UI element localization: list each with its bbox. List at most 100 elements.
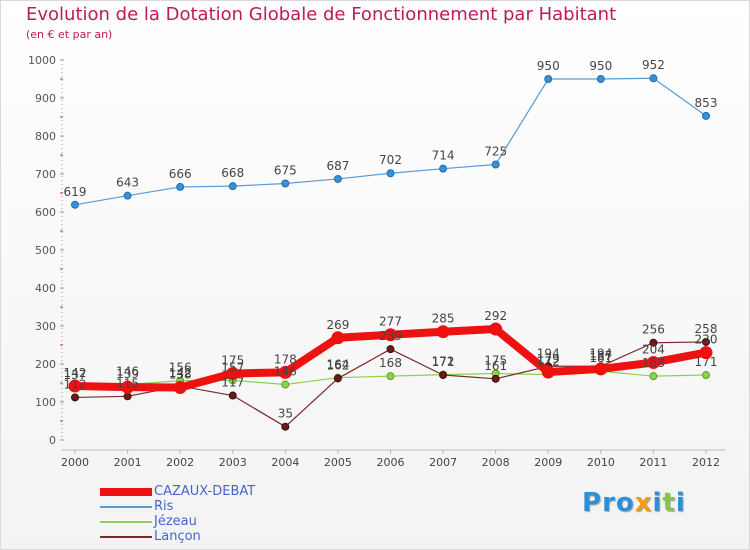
data-point-cazaux-debat (121, 380, 135, 394)
x-tick-label: 2004 (271, 456, 299, 469)
data-point-ris (176, 182, 185, 191)
data-point-lan-on (228, 391, 237, 400)
data-point-cazaux-debat (226, 367, 240, 380)
data-label-j-zeau: 168 (379, 356, 402, 370)
legend-label-cazaux-debat: CAZAUX-DEBAT (154, 484, 256, 499)
data-label-j-zeau: 168 (642, 356, 665, 370)
y-tick-label: 0 (49, 434, 56, 447)
data-label-ris: 853 (695, 96, 718, 110)
data-point-cazaux-debat (699, 346, 713, 360)
data-label-ris: 950 (589, 59, 612, 73)
x-tick-label: 2010 (587, 456, 615, 469)
data-label-cazaux-debat: 230 (695, 333, 718, 347)
data-label-ris: 643 (116, 176, 139, 190)
data-point-cazaux-debat (68, 379, 82, 393)
data-label-cazaux-debat: 179 (537, 352, 560, 366)
data-label-ris: 952 (642, 58, 665, 72)
data-point-cazaux-debat (541, 365, 555, 379)
data-point-ris (596, 75, 605, 83)
data-label-lan-on: 194 (589, 346, 612, 360)
data-label-lan-on: 115 (116, 376, 139, 390)
data-label-cazaux-debat: 187 (589, 349, 612, 363)
data-point-j-zeau (386, 372, 395, 381)
x-tick-label: 2012 (692, 456, 720, 469)
data-point-cazaux-debat (646, 355, 660, 369)
legend-item-jezeau: Jézeau (100, 514, 360, 529)
data-point-ris (228, 182, 237, 191)
data-label-j-zeau: 146 (116, 365, 139, 379)
data-point-lan-on (123, 392, 132, 401)
data-point-ris (649, 74, 658, 83)
y-tick-label: 800 (35, 130, 56, 143)
data-label-lan-on: 142 (169, 366, 192, 380)
data-point-lan-on (439, 371, 448, 380)
x-tick-label: 2003 (219, 456, 247, 469)
data-label-cazaux-debat: 178 (274, 352, 297, 366)
data-label-ris: 702 (379, 153, 402, 167)
data-label-j-zeau: 146 (274, 365, 297, 379)
x-tick-label: 2001 (114, 456, 142, 469)
data-label-lan-on: 162 (326, 358, 349, 372)
data-label-cazaux-debat: 277 (379, 315, 402, 329)
data-point-lan-on (649, 338, 658, 347)
x-tick-label: 2008 (482, 456, 510, 469)
data-point-cazaux-debat (331, 331, 345, 345)
data-point-lan-on (702, 337, 710, 346)
data-point-cazaux-debat (594, 362, 608, 376)
data-point-cazaux-debat (173, 381, 187, 395)
data-point-cazaux-debat (384, 328, 397, 342)
y-tick-label: 400 (35, 282, 56, 295)
data-label-cazaux-debat: 138 (169, 368, 192, 382)
data-point-ris (702, 111, 710, 120)
axes: 0 100 200 300 400 500 600 700 800 900 1000 2000 2001… (28, 54, 726, 469)
y-tick-label: 100 (35, 396, 56, 409)
legend-item-cazaux-debat: CAZAUX-DEBAT (100, 484, 360, 499)
y-tick-label: 300 (35, 320, 56, 333)
data-point-lan-on (491, 374, 500, 383)
data-label-cazaux-debat: 142 (64, 366, 87, 380)
data-point-ris (439, 164, 448, 173)
data-label-lan-on: 258 (695, 322, 718, 336)
data-label-j-zeau: 181 (589, 351, 612, 365)
data-point-lan-on (281, 422, 290, 431)
legend: CAZAUX-DEBAT Ris Jézeau Lançon (100, 484, 360, 544)
y-tick-label: 200 (35, 358, 56, 371)
data-point-ris (123, 191, 132, 200)
data-point-ris (333, 174, 342, 183)
y-tick-label: 900 (35, 92, 56, 105)
chart-subtitle: (en € et par an) (26, 28, 113, 41)
x-tick-label: 2000 (61, 456, 89, 469)
data-label-lan-on: 256 (642, 323, 665, 337)
data-point-ris (386, 169, 395, 178)
y-tick-label: 700 (35, 168, 56, 181)
data-label-ris: 714 (432, 149, 455, 163)
data-label-cazaux-debat: 139 (116, 367, 139, 381)
y-tick-label: 1000 (28, 54, 56, 67)
data-label-lan-on: 171 (432, 355, 455, 369)
data-point-ris (491, 160, 500, 169)
proxiti-logo: Proxiti (582, 488, 686, 518)
data-point-j-zeau (702, 371, 710, 380)
data-point-j-zeau (649, 372, 658, 381)
data-label-j-zeau: 171 (695, 355, 718, 369)
data-label-ris: 687 (326, 159, 349, 173)
data-point-j-zeau (281, 380, 290, 389)
data-point-cazaux-debat (278, 365, 292, 379)
data-label-j-zeau: 172 (432, 355, 455, 369)
data-point-cazaux-debat (489, 322, 503, 336)
data-label-ris: 725 (484, 145, 507, 159)
series-lines (68, 74, 713, 431)
data-label-cazaux-debat: 269 (326, 318, 349, 332)
legend-label-jezeau: Jézeau (154, 514, 197, 529)
data-point-lan-on (333, 374, 342, 383)
series-line-ris (74, 77, 707, 206)
legend-label-lancon: Lançon (154, 529, 201, 544)
data-label-cazaux-debat: 204 (642, 342, 665, 356)
data-label-lan-on: 239 (379, 329, 402, 343)
data-label-lan-on: 194 (537, 346, 560, 360)
x-tick-label: 2002 (166, 456, 194, 469)
x-tick-label: 2005 (324, 456, 352, 469)
data-point-ris (544, 75, 553, 83)
